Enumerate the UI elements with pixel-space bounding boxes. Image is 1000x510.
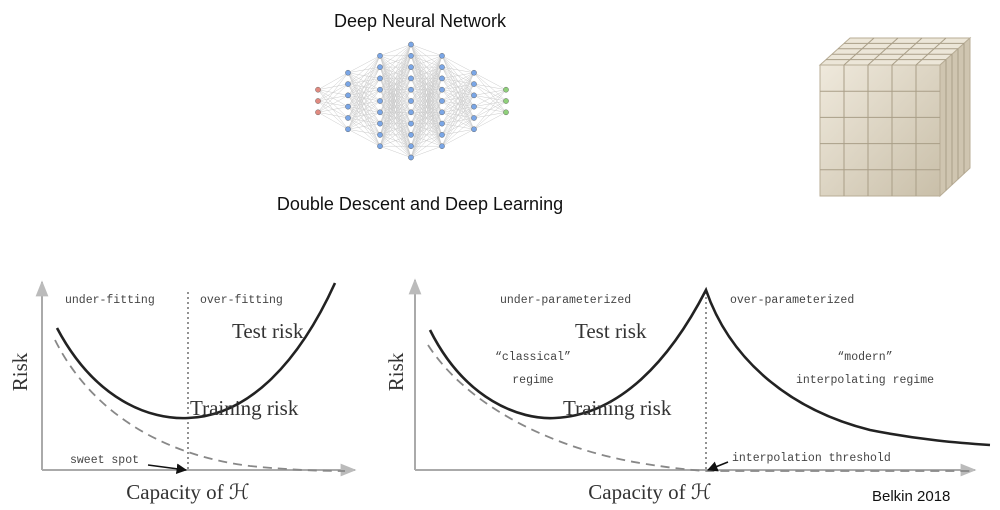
node xyxy=(377,144,382,149)
network-title: Deep Neural Network xyxy=(334,11,507,31)
node xyxy=(377,87,382,92)
x-axis-label: Capacity of ℋ xyxy=(126,480,249,504)
node xyxy=(439,53,444,58)
node xyxy=(345,81,350,86)
node xyxy=(439,65,444,70)
test-risk-curve xyxy=(430,290,990,445)
label: under-parameterized xyxy=(500,294,631,307)
edge xyxy=(411,56,442,158)
slide: Deep Neural Network Double Descent and D… xyxy=(0,0,1000,510)
node xyxy=(471,115,476,120)
node xyxy=(345,127,350,132)
node xyxy=(408,121,413,126)
node xyxy=(345,115,350,120)
classical-risk-plot: under-fitting over-fitting Test risk Tra… xyxy=(8,282,355,504)
node xyxy=(503,87,508,92)
node xyxy=(439,144,444,149)
node xyxy=(439,87,444,92)
label: regime xyxy=(512,374,554,387)
node xyxy=(408,76,413,81)
edge xyxy=(411,124,442,158)
node xyxy=(345,104,350,109)
node xyxy=(471,93,476,98)
citation: Belkin 2018 xyxy=(872,488,950,505)
pointer xyxy=(708,462,728,470)
node xyxy=(439,76,444,81)
node xyxy=(377,98,382,103)
node xyxy=(408,98,413,103)
node xyxy=(471,81,476,86)
node xyxy=(503,110,508,115)
label: Training risk xyxy=(190,396,299,420)
magnet-cube-illustration xyxy=(820,38,970,196)
x-axis-label: Capacity of ℋ xyxy=(588,480,711,504)
node xyxy=(315,98,320,103)
node xyxy=(408,87,413,92)
node xyxy=(345,70,350,75)
node xyxy=(439,98,444,103)
edge xyxy=(380,45,411,79)
label: “modern” xyxy=(837,351,892,364)
label: Training risk xyxy=(563,396,672,420)
node xyxy=(408,42,413,47)
edge xyxy=(380,45,411,147)
double-descent-plot: under-parameterized over-parameterized T… xyxy=(384,280,990,504)
label: over-parameterized xyxy=(730,294,854,307)
node xyxy=(471,104,476,109)
node xyxy=(315,110,320,115)
y-axis-label: Risk xyxy=(8,352,32,391)
node xyxy=(471,127,476,132)
node xyxy=(377,65,382,70)
node xyxy=(377,110,382,115)
node xyxy=(408,65,413,70)
node xyxy=(345,93,350,98)
node xyxy=(377,132,382,137)
node xyxy=(408,110,413,115)
label: interpolation threshold xyxy=(732,452,891,465)
node xyxy=(377,53,382,58)
label: “classical” xyxy=(495,351,571,364)
neural-network-illustration xyxy=(315,42,508,160)
node xyxy=(408,132,413,137)
node xyxy=(408,144,413,149)
label: under-fitting xyxy=(65,294,155,307)
node xyxy=(439,121,444,126)
node xyxy=(408,155,413,160)
label: sweet spot xyxy=(70,454,139,467)
edge xyxy=(411,101,442,158)
node xyxy=(439,132,444,137)
node xyxy=(471,70,476,75)
label: Test risk xyxy=(575,319,647,343)
node xyxy=(408,53,413,58)
label: interpolating regime xyxy=(796,374,934,387)
node xyxy=(503,98,508,103)
edge xyxy=(380,45,411,102)
node xyxy=(439,110,444,115)
subtitle: Double Descent and Deep Learning xyxy=(277,194,563,214)
node xyxy=(315,87,320,92)
node xyxy=(377,76,382,81)
node xyxy=(377,121,382,126)
y-axis-label: Risk xyxy=(384,352,408,391)
label: Test risk xyxy=(232,319,304,343)
label: over-fitting xyxy=(200,294,283,307)
